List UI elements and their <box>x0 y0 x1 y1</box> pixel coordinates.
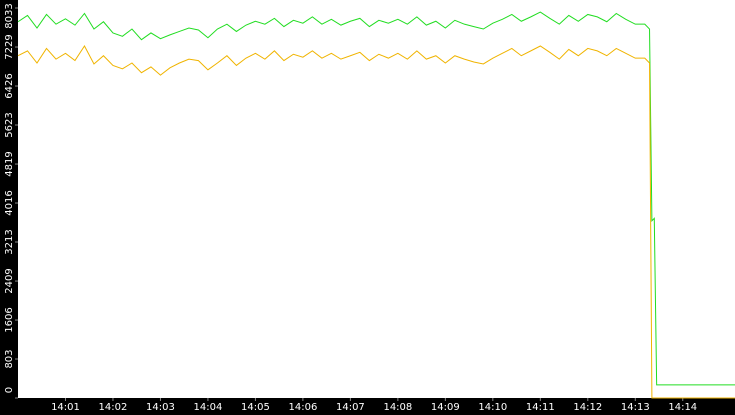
y-tick-label: 803 <box>4 349 15 368</box>
y-tick-label: 7229 <box>4 34 15 59</box>
y-tick-label: 0 <box>4 387 15 393</box>
y-tick-label: 4016 <box>4 190 15 215</box>
x-tick-label: 14:01 <box>51 402 80 413</box>
x-tick-label: 14:10 <box>478 402 507 413</box>
plot-area <box>18 0 735 398</box>
x-tick-label: 14:09 <box>431 402 460 413</box>
y-tick-label: 2409 <box>4 268 15 293</box>
x-tick-label: 14:12 <box>573 402 602 413</box>
y-tick-label: 5623 <box>4 112 15 137</box>
y-tick-label: 1606 <box>4 307 15 332</box>
x-tick-label: 14:02 <box>99 402 128 413</box>
x-tick-label: 14:08 <box>383 402 412 413</box>
y-tick-label: 8033 <box>4 3 15 28</box>
series-line <box>17 11 735 386</box>
x-tick-label: 14:11 <box>526 402 555 413</box>
y-tick-label: 4819 <box>4 151 15 176</box>
y-tick-label: 3213 <box>4 229 15 254</box>
y-tick-label: 6426 <box>4 73 15 98</box>
x-tick-label: 14:03 <box>146 402 175 413</box>
x-tick-label: 14:06 <box>288 402 317 413</box>
x-tick-label: 14:07 <box>336 402 365 413</box>
x-tick-label: 14:14 <box>668 402 697 413</box>
series-line <box>17 45 735 399</box>
x-tick-label: 14:04 <box>194 402 223 413</box>
x-tick-label: 14:13 <box>621 402 650 413</box>
x-tick-label: 14:05 <box>241 402 270 413</box>
